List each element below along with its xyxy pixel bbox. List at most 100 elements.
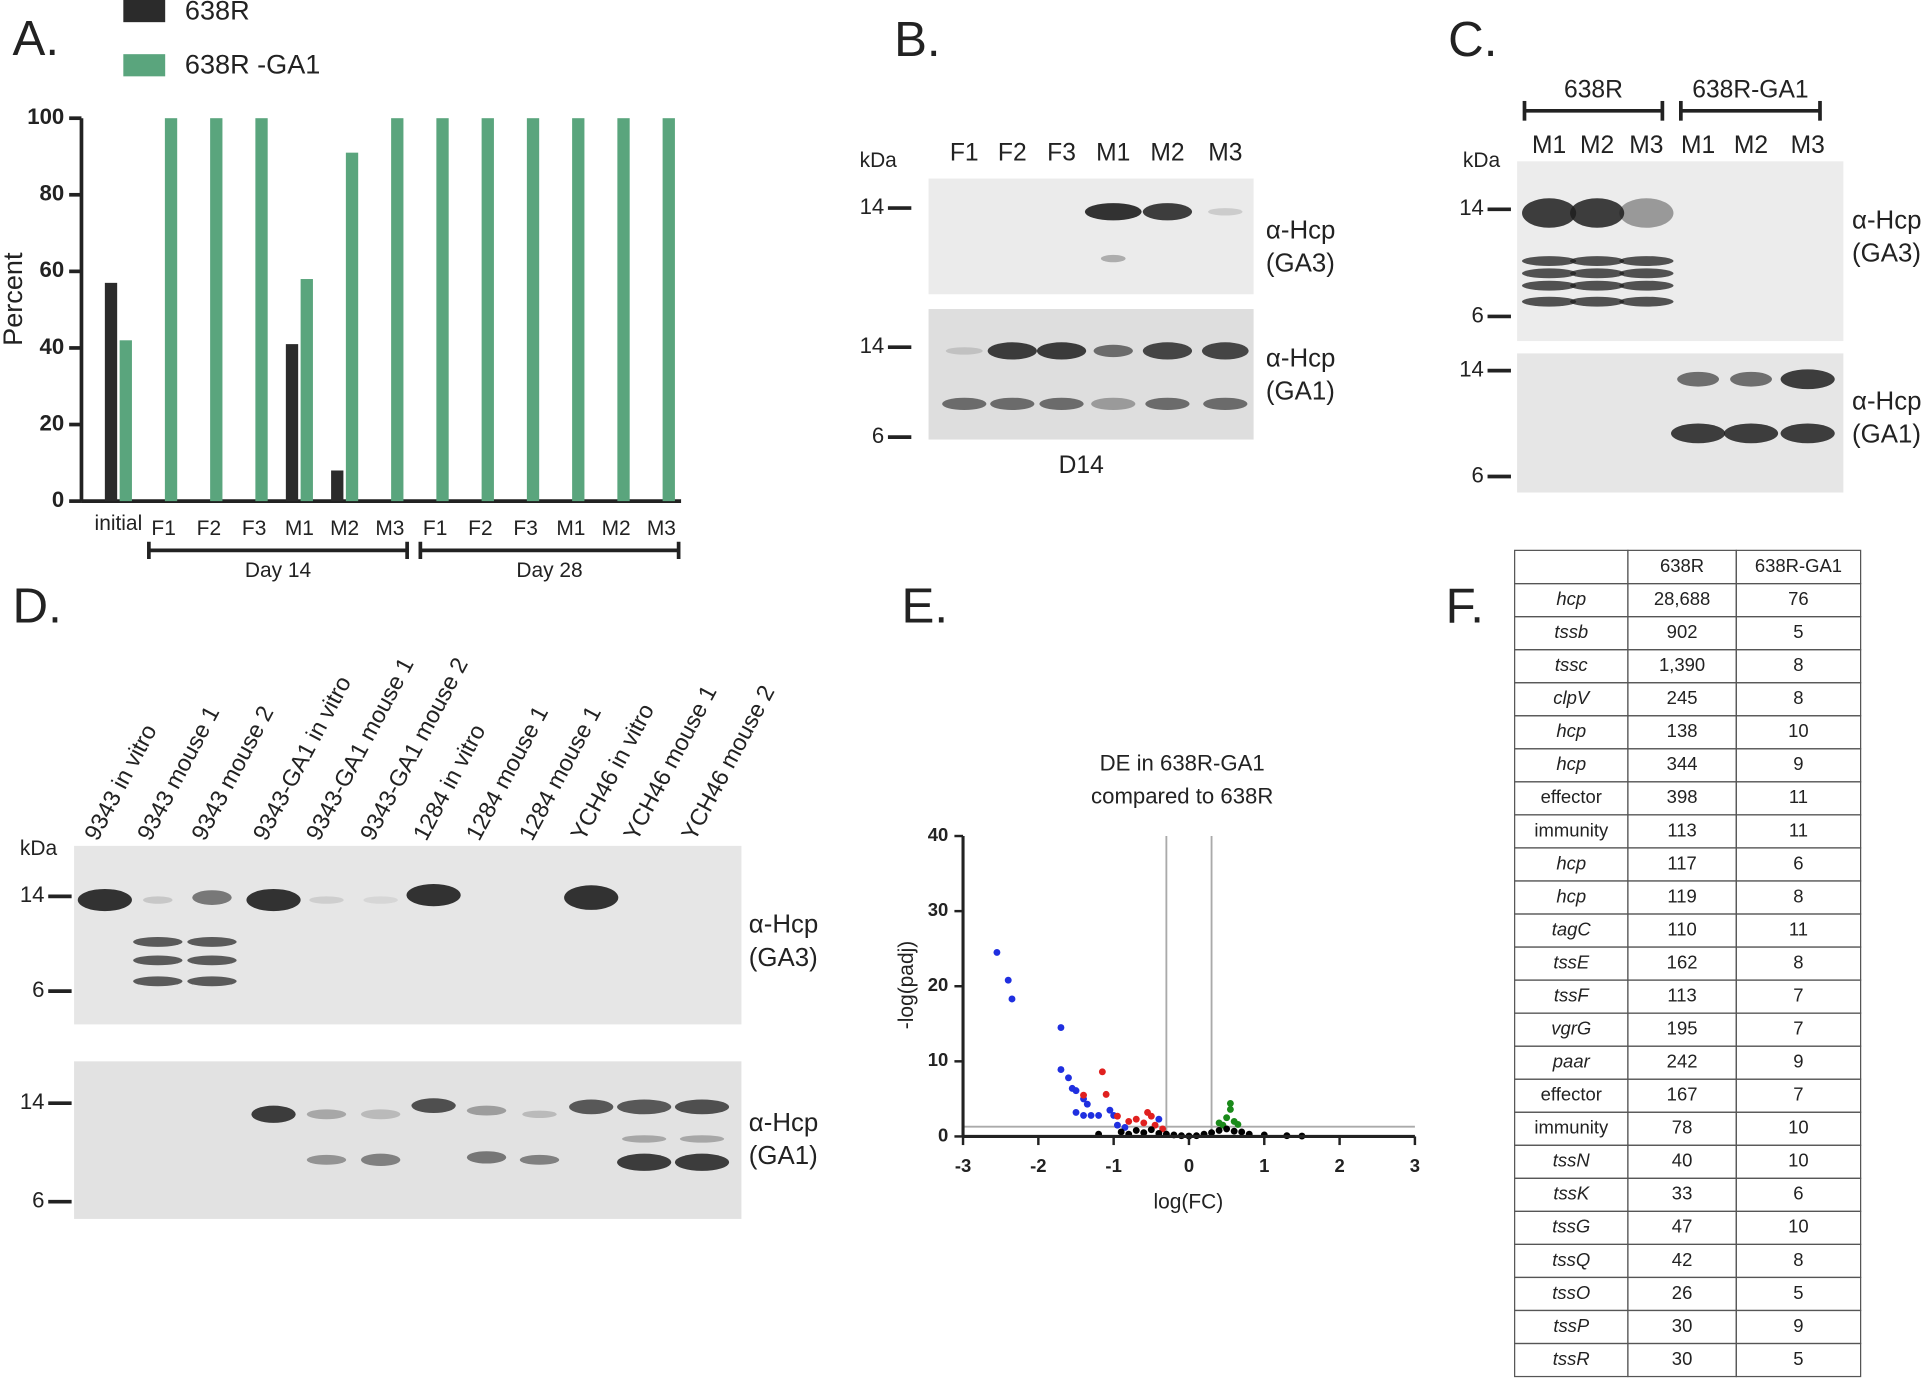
- bar: [572, 118, 585, 502]
- group-label: 638R: [1564, 77, 1623, 104]
- band: [1091, 397, 1136, 411]
- y-tick-label: 60: [40, 257, 65, 282]
- point: [1113, 1112, 1121, 1120]
- band: [1208, 208, 1243, 216]
- table-cell-text: 7: [1793, 984, 1803, 1005]
- table-cell-text: 42: [1672, 1249, 1693, 1270]
- table-cell-text: 110: [1667, 918, 1696, 939]
- legend-swatch: [123, 0, 166, 23]
- point: [1234, 1120, 1242, 1128]
- band: [617, 1099, 672, 1115]
- table-cell-text: 5: [1793, 1282, 1803, 1303]
- lane-label: M2: [1580, 132, 1614, 159]
- lane-label: M2: [1150, 139, 1184, 166]
- band: [942, 397, 987, 411]
- marker-label: 6: [1472, 302, 1484, 327]
- table-cell-text: 9: [1793, 753, 1803, 774]
- table-cell-text: 162: [1667, 951, 1698, 972]
- table-cell-text: 5: [1793, 1348, 1803, 1369]
- band: [674, 1153, 730, 1171]
- table-cell-text: 9: [1793, 1051, 1803, 1072]
- point: [1140, 1129, 1148, 1137]
- x-tick-label: 3: [1410, 1155, 1420, 1176]
- point: [1132, 1115, 1140, 1123]
- table-cell-text: immunity: [1534, 819, 1609, 840]
- point: [1215, 1126, 1223, 1134]
- table-cell-text: 8: [1793, 885, 1803, 906]
- point: [1155, 1115, 1163, 1123]
- lane-label: F1: [950, 139, 979, 166]
- x-tick-label: M3: [647, 517, 676, 540]
- table-cell-text: 33: [1672, 1183, 1693, 1204]
- y-tick-label: 40: [40, 334, 65, 359]
- band: [192, 890, 232, 905]
- table-cell-text: 7: [1793, 1018, 1803, 1039]
- legend-label: 638R -GA1: [185, 49, 320, 80]
- table-cell-text: 8: [1793, 687, 1803, 708]
- table-cell-text: tssc: [1555, 654, 1589, 675]
- point: [1132, 1126, 1140, 1134]
- panel-label: F.: [1446, 578, 1484, 633]
- point: [1223, 1114, 1231, 1122]
- band: [569, 1099, 614, 1115]
- lane-label: M1: [1532, 132, 1566, 159]
- antibody-target: (GA3): [1266, 250, 1335, 278]
- band: [1093, 344, 1133, 358]
- table-cell-text: tssK: [1553, 1183, 1590, 1204]
- marker-label: 14: [20, 882, 45, 907]
- point: [1121, 1123, 1129, 1131]
- point: [1147, 1126, 1155, 1134]
- x-tick-label: M2: [330, 517, 359, 540]
- band: [1142, 203, 1193, 221]
- table-cell-text: hcp: [1556, 753, 1586, 774]
- band: [1619, 296, 1674, 307]
- band: [406, 884, 461, 907]
- point: [1226, 1099, 1234, 1107]
- antibody-target: (GA1): [1266, 378, 1335, 406]
- table-cell-text: 10: [1788, 1216, 1809, 1237]
- band: [1522, 268, 1577, 279]
- lane-label: M3: [1629, 132, 1663, 159]
- band: [360, 1109, 401, 1120]
- x-tick-label: F2: [468, 517, 492, 540]
- table-cell-text: 26: [1672, 1282, 1693, 1303]
- point: [1238, 1128, 1246, 1136]
- x-tick-label: F2: [197, 517, 221, 540]
- point: [1065, 1074, 1072, 1082]
- x-tick-label: F3: [242, 517, 266, 540]
- band: [466, 1151, 507, 1164]
- x-tick-label: 2: [1334, 1155, 1344, 1176]
- table-cell-text: 344: [1667, 753, 1698, 774]
- bar: [104, 282, 118, 502]
- bar: [300, 279, 313, 502]
- y-tick-label: 40: [928, 824, 949, 845]
- y-tick-label: 10: [928, 1049, 949, 1070]
- band: [187, 955, 237, 966]
- table-cell-text: effector: [1541, 1084, 1602, 1105]
- antibody-label: α-Hcp: [1266, 216, 1336, 244]
- group-label: Day 14: [245, 559, 312, 582]
- table-cell-text: 6: [1793, 1183, 1803, 1204]
- table-cell-text: tssF: [1554, 984, 1591, 1005]
- point: [1095, 1111, 1103, 1119]
- table-cell-text: paar: [1552, 1051, 1591, 1072]
- table-cell-text: effector: [1541, 786, 1602, 807]
- blot-membrane: [928, 178, 1254, 295]
- table-cell-text: tssE: [1553, 951, 1590, 972]
- point: [1004, 976, 1012, 984]
- band: [133, 955, 183, 966]
- table-cell-text: 10: [1788, 720, 1809, 741]
- band: [1570, 296, 1625, 307]
- blot-membrane: [74, 1061, 742, 1219]
- y-tick-label: 20: [928, 974, 949, 995]
- band: [1145, 397, 1190, 411]
- kda-label: kDa: [860, 149, 898, 172]
- marker-label: 6: [872, 423, 884, 448]
- point: [1087, 1111, 1095, 1119]
- table-cell-text: 167: [1667, 1084, 1698, 1105]
- table-cell-text: 7: [1793, 1084, 1803, 1105]
- bar: [119, 340, 132, 502]
- table-cell-text: tagC: [1552, 918, 1592, 939]
- table-cell-text: 113: [1667, 984, 1696, 1005]
